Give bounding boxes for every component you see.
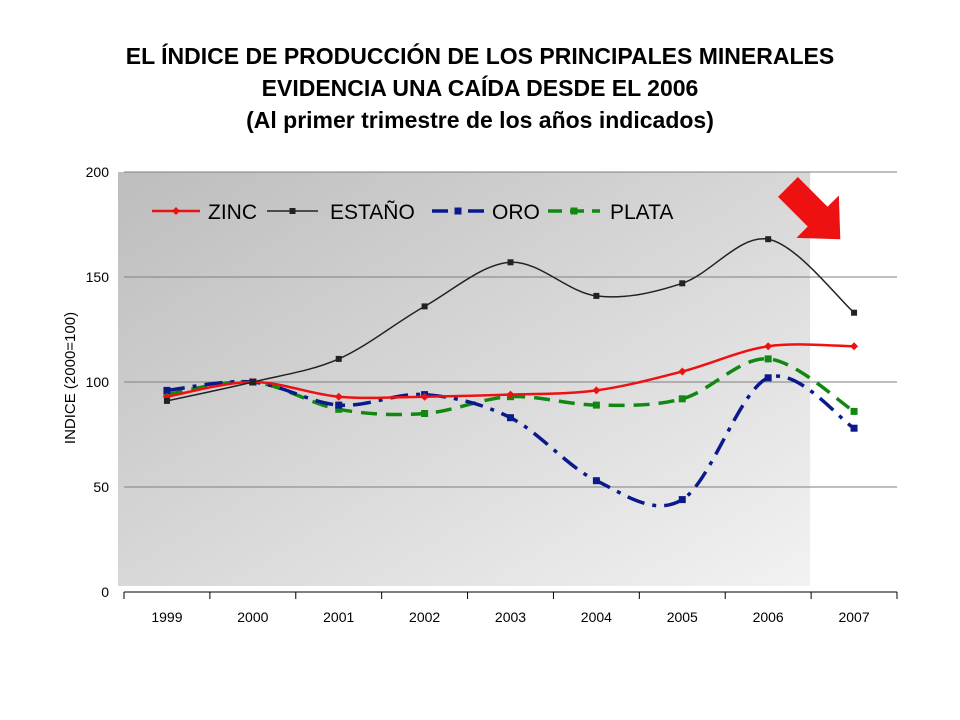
data-point-oro [678, 496, 686, 504]
data-point-estano [765, 236, 772, 243]
data-point-estano [249, 379, 256, 385]
data-point-zinc [506, 390, 515, 399]
x-tick-label: 2003 [495, 609, 526, 625]
data-point-estano [421, 303, 428, 310]
shaded-region [118, 172, 811, 586]
data-point-estano [851, 309, 858, 316]
x-tick-label: 1999 [151, 609, 182, 625]
data-point-plata [335, 405, 343, 413]
data-point-oro [507, 414, 514, 422]
legend-label-zinc: ZINC [208, 201, 257, 224]
data-point-plata [850, 407, 858, 415]
data-point-plata [678, 395, 686, 403]
y-tick-label: 100 [86, 374, 110, 390]
y-tick-label: 0 [101, 584, 109, 600]
data-point-plata [592, 401, 600, 409]
y-axis-label: INDICE (2000=100) [62, 312, 79, 444]
legend-label-oro: ORO [492, 201, 540, 224]
legend-marker-estano [289, 208, 296, 214]
series-line-oro [166, 374, 856, 508]
data-point-oro [592, 477, 600, 485]
legend-marker-oro [454, 207, 462, 215]
legend-label-plata: PLATA [610, 201, 673, 224]
legend-marker-zinc [172, 207, 180, 215]
chart-title-line-2: EVIDENCIA UNA CAÍDA DESDE EL 2006 [261, 75, 699, 101]
y-tick-label: 150 [86, 269, 110, 285]
chart-title-line-1: EL ÍNDICE DE PRODUCCIÓN DE LOS PRINCIPAL… [125, 43, 835, 69]
series-estano [163, 236, 858, 404]
data-point-zinc [678, 367, 687, 376]
series-zinc [162, 342, 859, 401]
x-tick-label: 2002 [409, 609, 440, 625]
data-point-estano [163, 397, 170, 404]
x-tick-label: 2001 [323, 609, 354, 625]
x-tick-label: 2007 [838, 609, 869, 625]
arrow-shape [778, 177, 841, 240]
series-oro [163, 374, 858, 508]
y-tick-label: 50 [93, 479, 109, 495]
data-point-oro [764, 374, 772, 382]
data-point-estano [335, 355, 342, 362]
data-point-oro [163, 386, 171, 394]
x-tick-label: 2000 [237, 609, 268, 625]
data-point-plata [764, 355, 772, 363]
data-point-zinc [764, 342, 773, 351]
legend-label-estano: ESTAÑO [330, 200, 415, 224]
data-point-zinc [592, 386, 601, 395]
data-point-zinc [420, 392, 429, 401]
down-right-arrow-icon [778, 177, 841, 240]
data-point-zinc [334, 392, 343, 401]
x-tick-label: 2004 [581, 609, 612, 625]
chart-title-line-3: (Al primer trimestre de los años indicad… [246, 107, 714, 133]
data-point-estano [507, 259, 514, 266]
data-point-zinc [850, 342, 859, 351]
x-tick-label: 2005 [667, 609, 698, 625]
y-tick-label: 200 [86, 164, 110, 180]
data-point-oro [335, 401, 343, 409]
chart-title: EL ÍNDICE DE PRODUCCIÓN DE LOS PRINCIPAL… [0, 40, 960, 136]
x-tick-label: 2006 [753, 609, 784, 625]
data-point-estano [593, 292, 600, 299]
data-point-plata [421, 410, 429, 417]
data-point-estano [679, 280, 686, 287]
legend-marker-plata [570, 207, 578, 215]
data-point-oro [850, 424, 858, 432]
